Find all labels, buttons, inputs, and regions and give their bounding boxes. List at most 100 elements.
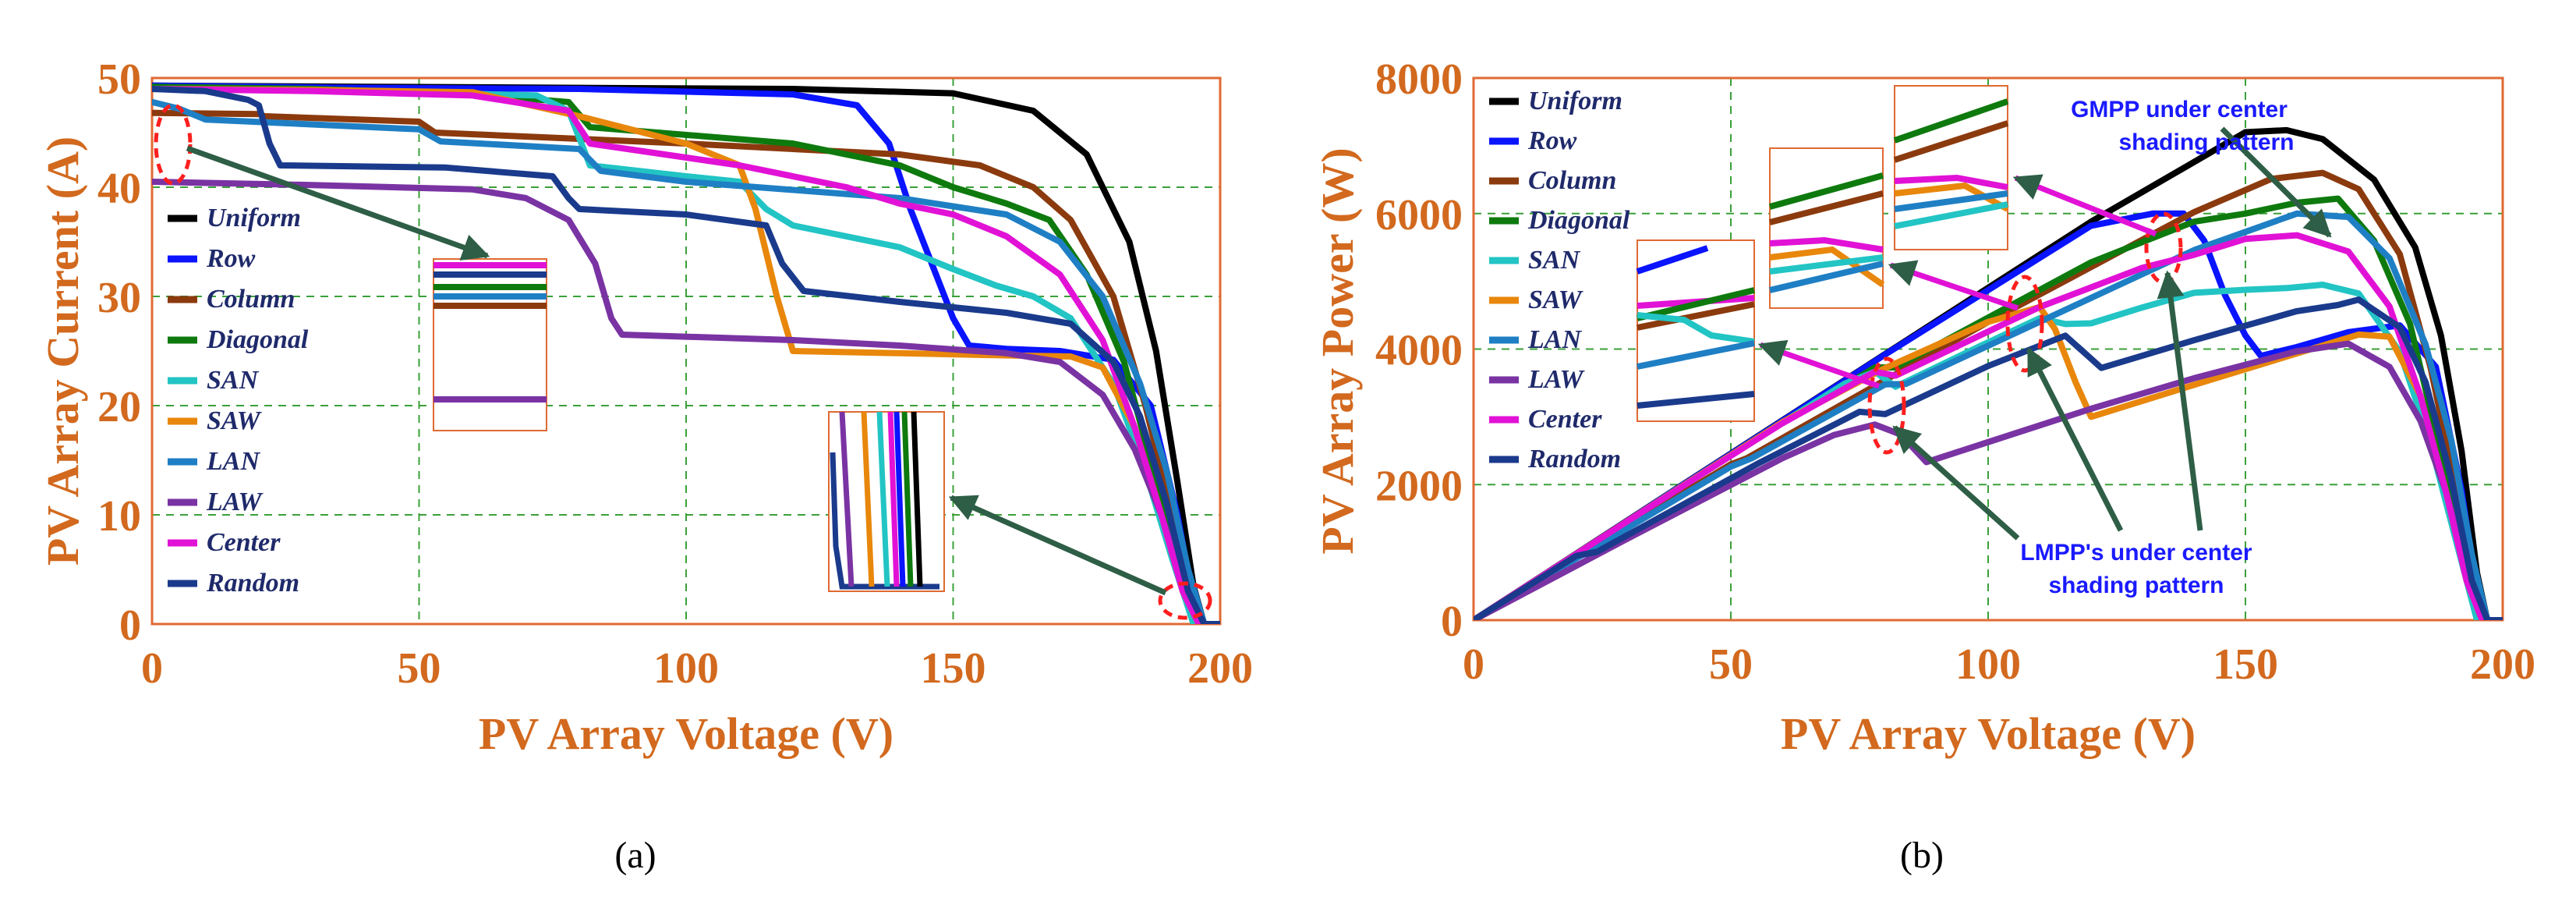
zoom-marker-bottom-a bbox=[1158, 581, 1212, 620]
panel-a: 0 50 100 150 200 0 10 20 30 40 50 Uniform Row Column… bbox=[37, 55, 1253, 759]
zoom-marker-top-a bbox=[154, 103, 193, 186]
lmpp-marker-1 bbox=[1867, 356, 1906, 455]
arrow-lmpp-3 bbox=[2157, 270, 2203, 531]
legend-label: Uniform bbox=[1528, 87, 1622, 115]
inset-frame bbox=[1769, 147, 1884, 309]
legend-label: LAN bbox=[206, 447, 260, 476]
plot-frame-b bbox=[1472, 76, 2504, 622]
lmpp-marker-2 bbox=[2005, 275, 2044, 373]
y-tick-label: 4000 bbox=[1375, 327, 1463, 375]
legend-label: Random bbox=[1527, 445, 1621, 473]
legend-label: Diagonal bbox=[1527, 206, 1630, 235]
inset-line-center bbox=[1769, 236, 1884, 253]
inset-frame bbox=[1637, 239, 1755, 422]
inset-line-uniform bbox=[911, 411, 923, 587]
inset-line-row bbox=[1636, 245, 1709, 275]
legend-label: Row bbox=[1527, 126, 1577, 155]
ticks-a: 0 50 100 150 200 0 10 20 30 40 50 bbox=[97, 55, 1253, 693]
inset-line-saw bbox=[1894, 182, 2009, 212]
legend-a: Uniform Row Column Diagonal SAN SAW LAN LAW Cent… bbox=[168, 204, 309, 598]
caption-b: (b) bbox=[1900, 835, 1944, 876]
legend-label: Center bbox=[1528, 405, 1602, 434]
inset-line-lan bbox=[1894, 190, 2008, 212]
inset-mid-b bbox=[1768, 147, 1885, 309]
inset-line-saw bbox=[861, 411, 875, 587]
lmpp-note-line2: shading pattern bbox=[2048, 573, 2224, 598]
series-line-random bbox=[152, 86, 1220, 624]
inset-bottom-a bbox=[828, 411, 945, 592]
x-tick-label: 100 bbox=[653, 644, 719, 693]
y-axis-title-a: PV Array Current (A) bbox=[37, 137, 88, 566]
y-tick-label: 0 bbox=[1441, 598, 1463, 646]
x-tick-label: 100 bbox=[1955, 640, 2021, 689]
y-tick-label: 20 bbox=[97, 383, 141, 431]
arrow-inset-right bbox=[2012, 174, 2157, 237]
grid-a bbox=[152, 78, 1220, 624]
inset-line-diagonal bbox=[1893, 98, 2009, 144]
legend-label: Random bbox=[206, 569, 299, 598]
caption-a: (a) bbox=[614, 835, 656, 876]
legend-label: Column bbox=[207, 285, 295, 314]
x-tick-label: 50 bbox=[398, 644, 441, 693]
x-tick-label: 50 bbox=[1709, 640, 1753, 689]
inset-line-san bbox=[1894, 201, 2008, 229]
gmpp-note-line2: shading pattern bbox=[2118, 129, 2294, 155]
inset-line-san bbox=[876, 411, 890, 587]
arrow-bottom-a bbox=[948, 495, 1167, 596]
arrow-top-a bbox=[186, 145, 490, 261]
series-group-a bbox=[152, 82, 1220, 624]
x-tick-label: 0 bbox=[141, 644, 163, 693]
x-tick-label: 200 bbox=[1187, 644, 1253, 693]
x-tick-label: 150 bbox=[921, 644, 986, 693]
x-axis-title-b: PV Array Voltage (V) bbox=[1781, 708, 2196, 759]
legend-label: LAW bbox=[1527, 365, 1585, 394]
inset-line-random bbox=[1637, 391, 1755, 409]
gmpp-note-line1: GMPP under center bbox=[2071, 97, 2288, 122]
y-tick-label: 8000 bbox=[1375, 55, 1463, 104]
legend-label: Row bbox=[206, 244, 256, 273]
inset-line-diagonal bbox=[1637, 287, 1755, 321]
series-line-law bbox=[1474, 340, 2503, 620]
arrow-inset-mid bbox=[1888, 260, 2019, 311]
inset-line-center bbox=[887, 411, 900, 587]
x-tick-label: 200 bbox=[2470, 640, 2535, 689]
arrow-lmpp-1 bbox=[1892, 425, 2020, 541]
plot-frame-a bbox=[150, 76, 1222, 626]
legend-label: SAW bbox=[207, 406, 262, 435]
lmpp-note-line1: LMPP's under center bbox=[2020, 540, 2252, 566]
inset-top-a bbox=[433, 258, 547, 431]
inset-line-diagonal bbox=[901, 411, 914, 587]
inset-line-center bbox=[1894, 174, 2008, 190]
y-tick-label: 6000 bbox=[1375, 191, 1463, 239]
y-tick-label: 50 bbox=[97, 55, 141, 104]
y-tick-label: 0 bbox=[119, 601, 141, 650]
inset-left-b bbox=[1636, 239, 1755, 422]
series-line-center bbox=[1474, 232, 2503, 620]
legend-b: Uniform Row Column Diagonal SAN SAW LAN LAW Cent… bbox=[1489, 87, 1630, 473]
y-tick-label: 10 bbox=[97, 492, 141, 541]
series-line-lan bbox=[1474, 210, 2503, 620]
legend-label: SAN bbox=[1528, 246, 1581, 275]
arrow-inset-left bbox=[1757, 339, 1881, 389]
arrow-gmpp bbox=[2220, 126, 2332, 238]
inset-line-column bbox=[1769, 190, 1884, 225]
series-line-center bbox=[152, 86, 1220, 624]
inset-line-lan bbox=[1769, 261, 1884, 293]
arrow-lmpp-2 bbox=[2026, 346, 2124, 532]
inset-line-column bbox=[1893, 120, 2009, 163]
inset-line-san bbox=[1769, 254, 1884, 275]
series-group-b bbox=[1474, 126, 2503, 620]
series-line-random bbox=[1474, 296, 2503, 620]
inset-line-random bbox=[830, 452, 939, 590]
inset-line-law bbox=[839, 411, 855, 587]
y-tick-label: 2000 bbox=[1375, 462, 1463, 510]
inset-line-lan bbox=[1637, 340, 1755, 370]
legend-label: SAN bbox=[207, 366, 260, 395]
legend-label: LAW bbox=[206, 488, 264, 516]
legend-label: Column bbox=[1528, 166, 1616, 195]
inset-line-saw bbox=[1769, 246, 1885, 288]
y-axis-title-b: PV Array Power (W) bbox=[1312, 147, 1363, 554]
